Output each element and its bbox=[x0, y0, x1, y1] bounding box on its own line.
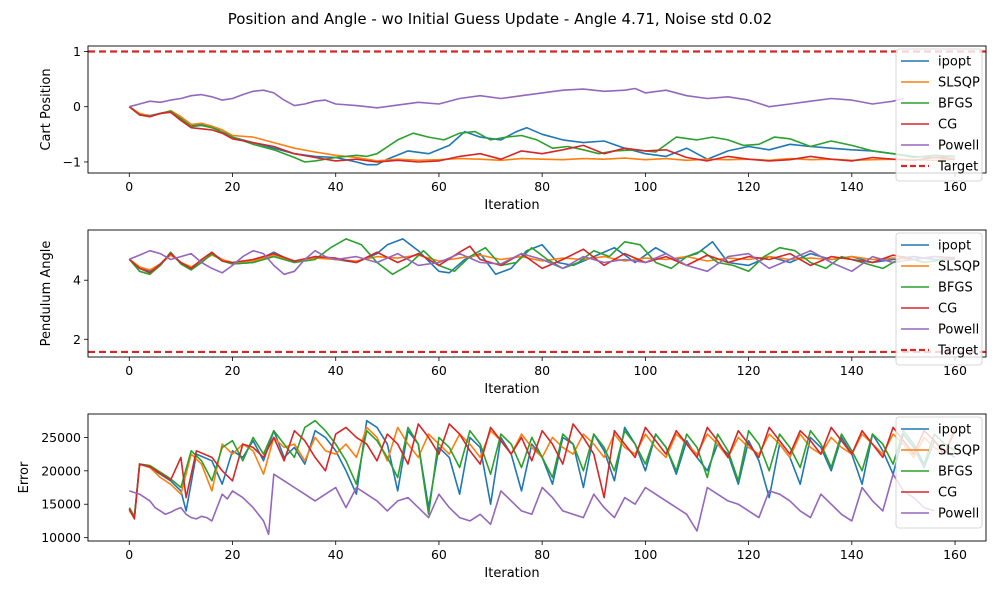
y-axis-label: Pendulum Angle bbox=[39, 241, 54, 347]
x-tick-label: 140 bbox=[840, 363, 864, 378]
legend-label-powell: Powell bbox=[938, 323, 979, 338]
legend-label-ipopt: ipopt bbox=[938, 55, 971, 70]
series-line-powell bbox=[129, 473, 935, 536]
legend-label-bfgs: BFGS bbox=[938, 97, 973, 112]
legend-label-bfgs: BFGS bbox=[938, 465, 973, 480]
y-tick-label: 2 bbox=[73, 332, 81, 347]
x-tick-label: 160 bbox=[943, 179, 967, 194]
x-axis-label: Iteration bbox=[484, 198, 539, 213]
series-line-bfgs bbox=[128, 106, 956, 163]
x-tick-label: 40 bbox=[328, 179, 344, 194]
y-tick-label: 4 bbox=[73, 273, 81, 288]
x-tick-label: 140 bbox=[840, 179, 864, 194]
series-group bbox=[128, 419, 956, 536]
axes-frame bbox=[87, 229, 987, 358]
x-tick-label: 100 bbox=[633, 547, 657, 562]
series-line-slsqp bbox=[128, 106, 956, 162]
x-tick-label: 80 bbox=[534, 363, 550, 378]
legend-label-powell: Powell bbox=[938, 507, 979, 522]
x-tick-label: 120 bbox=[737, 179, 761, 194]
legend-label-target: Target bbox=[937, 344, 978, 359]
x-tick-label: 0 bbox=[125, 179, 133, 194]
x-tick-label: 100 bbox=[633, 363, 657, 378]
legend-label-cg: CG bbox=[938, 486, 957, 501]
x-tick-label: 20 bbox=[225, 547, 241, 562]
x-tick-label: 140 bbox=[840, 547, 864, 562]
x-tick-label: 80 bbox=[534, 179, 550, 194]
y-tick-label: 25000 bbox=[41, 430, 81, 445]
legend-label-slsqp: SLSQP bbox=[938, 76, 980, 91]
series-line-powell bbox=[129, 87, 904, 109]
x-tick-label: 120 bbox=[737, 363, 761, 378]
subplot-1: 0 20 40 60 80 100 120 140 160 −1 0 1 Iteration Cart P… bbox=[39, 44, 987, 213]
legend-label-cg: CG bbox=[938, 302, 957, 317]
legend: ipopt SLSQP BFGS CG Powell bbox=[895, 416, 983, 529]
axes-frame bbox=[87, 413, 987, 542]
legend-label-cg: CG bbox=[938, 118, 957, 133]
x-tick-label: 160 bbox=[943, 363, 967, 378]
y-tick-label: 20000 bbox=[41, 463, 81, 478]
legend-label-bfgs: BFGS bbox=[938, 281, 973, 296]
x-tick-label: 0 bbox=[125, 547, 133, 562]
x-tick-label: 80 bbox=[534, 547, 550, 562]
series-line-cg bbox=[128, 245, 956, 274]
legend-label-ipopt: ipopt bbox=[938, 423, 971, 438]
x-tick-label: 60 bbox=[431, 179, 447, 194]
axes-frame bbox=[87, 45, 987, 174]
x-tick-label: 20 bbox=[225, 179, 241, 194]
y-tick-label: 10000 bbox=[41, 530, 81, 545]
figure-title: Position and Angle - wo Initial Guess Up… bbox=[228, 10, 772, 28]
series-line-powell bbox=[129, 249, 956, 276]
y-tick-label: 0 bbox=[73, 99, 81, 114]
series-group bbox=[88, 238, 986, 354]
series-line-cg bbox=[128, 423, 956, 520]
x-tick-label: 0 bbox=[125, 363, 133, 378]
x-tick-label: 60 bbox=[431, 363, 447, 378]
legend: ipopt SLSQP BFGS CG Powell Target bbox=[895, 232, 983, 366]
y-axis-label: Error bbox=[17, 461, 32, 493]
legend-label-ipopt: ipopt bbox=[938, 239, 971, 254]
legend-label-powell: Powell bbox=[938, 139, 979, 154]
x-tick-label: 120 bbox=[737, 547, 761, 562]
legend-label-slsqp: SLSQP bbox=[938, 260, 980, 275]
subplot-2: 0 20 40 60 80 100 120 140 160 2 4 Iteration Pendulum… bbox=[39, 229, 987, 397]
subplot-3: 0 20 40 60 80 100 120 140 160 10000 15000 20000 2500… bbox=[17, 413, 987, 581]
legend-box bbox=[895, 416, 983, 529]
series-line-cg bbox=[128, 106, 956, 163]
x-tick-label: 20 bbox=[225, 363, 241, 378]
y-tick-label: 15000 bbox=[41, 497, 81, 512]
legend-label-target: Target bbox=[937, 160, 978, 175]
legend: ipopt SLSQP BFGS CG Powell Target bbox=[895, 48, 983, 182]
x-tick-label: 40 bbox=[328, 547, 344, 562]
x-tick-label: 60 bbox=[431, 547, 447, 562]
x-tick-label: 160 bbox=[943, 547, 967, 562]
x-tick-label: 100 bbox=[633, 179, 657, 194]
x-tick-label: 40 bbox=[328, 363, 344, 378]
series-line-slsqp bbox=[128, 426, 956, 519]
x-axis-label: Iteration bbox=[484, 382, 539, 397]
series-line-ipopt bbox=[128, 419, 956, 519]
legend-label-slsqp: SLSQP bbox=[938, 444, 980, 459]
y-axis-label: Cart Position bbox=[39, 68, 54, 150]
y-tick-label: 1 bbox=[73, 44, 81, 59]
x-axis-label: Iteration bbox=[484, 566, 539, 581]
series-group bbox=[88, 50, 986, 166]
y-tick-label: −1 bbox=[63, 154, 81, 169]
